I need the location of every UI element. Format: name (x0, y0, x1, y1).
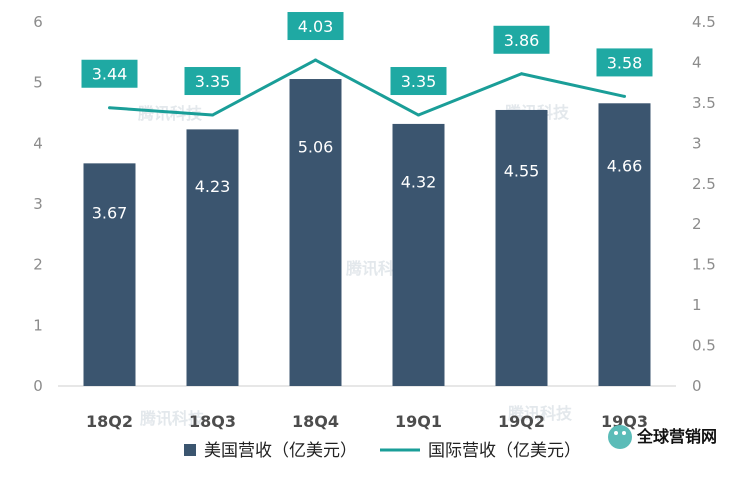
line-value-label-19Q3: 3.58 (607, 53, 643, 72)
y-left-tick-label-3: 3 (33, 195, 43, 213)
bar-18Q2 (83, 163, 136, 386)
category-label-19Q3: 19Q3 (601, 412, 648, 431)
category-label-19Q2: 19Q2 (498, 412, 545, 431)
bar-19Q2 (495, 109, 548, 386)
bar-18Q3 (186, 129, 239, 386)
line-label-box-18Q4 (287, 12, 344, 41)
y-right-tick-label-8: 4 (692, 53, 702, 71)
legend-line-label: 国际营收（亿美元） (428, 441, 581, 461)
international-revenue-line (109, 58, 625, 117)
line-label-box-19Q3 (596, 48, 653, 77)
legend-bar-label: 美国营收（亿美元） (204, 441, 357, 461)
y-right-tick-label-1: 0.5 (692, 337, 716, 355)
y-right-tick-label-9: 4.5 (692, 13, 716, 31)
y-right-tick-label-4: 2 (692, 215, 702, 233)
line-label-box-18Q3 (184, 67, 241, 96)
brand-logo-eye-left-icon (614, 431, 618, 435)
line-point-18Q4 (314, 58, 317, 62)
brand-label: 全球营销网 (636, 427, 717, 446)
watermark-text-4: 腾讯科技 (508, 404, 573, 423)
y-right-tick-label-2: 1 (692, 296, 702, 314)
line-label-box-18Q2 (81, 59, 138, 88)
bar-value-label-18Q2: 3.67 (92, 203, 128, 222)
line-label-box-19Q1 (390, 67, 447, 96)
bar-19Q1 (392, 123, 445, 387)
line-value-label-18Q2: 3.44 (92, 65, 128, 84)
line-label-box-19Q2 (493, 25, 550, 54)
bar-value-label-19Q2: 4.55 (504, 162, 540, 181)
category-label-19Q1: 19Q1 (395, 412, 442, 431)
bar-18Q4 (289, 79, 342, 386)
chart-plot: 0 1 2 3 4 5 6 0 0.5 1 1.5 2 2.5 3 3.5 4 4.5 3.67 18Q2 4.23 1… (33, 12, 716, 431)
line-value-label-19Q1: 3.35 (401, 72, 437, 91)
category-label-18Q4: 18Q4 (292, 412, 339, 431)
brand-overlay: 全球营销网 (608, 425, 717, 449)
legend: 美国营收（亿美元） 国际营收（亿美元） (184, 441, 581, 461)
y-left-tick-label-2: 2 (33, 256, 43, 274)
bar-value-label-19Q1: 4.32 (401, 173, 437, 192)
brand-logo-eye-right-icon (622, 431, 626, 435)
line-value-label-19Q2: 3.86 (504, 31, 540, 50)
brand-logo-icon (608, 425, 632, 449)
line-value-label-18Q4: 4.03 (298, 17, 334, 36)
watermark-text-5: 腾讯科技 (140, 409, 205, 428)
line-point-18Q2 (108, 106, 111, 110)
bar-value-label-18Q4: 5.06 (298, 138, 334, 157)
line-point-19Q2 (520, 72, 523, 76)
line-point-18Q3 (211, 113, 214, 117)
y-right-tick-label-5: 2.5 (692, 175, 716, 193)
bar-19Q3 (598, 103, 651, 386)
category-label-18Q3: 18Q3 (189, 412, 236, 431)
y-left-tick-label-6: 6 (33, 13, 43, 31)
line-point-19Q3 (623, 94, 626, 98)
y-right-tick-label-3: 1.5 (692, 256, 716, 274)
line-point-19Q1 (417, 113, 420, 117)
y-left-tick-label-5: 5 (33, 74, 43, 92)
bar-value-label-19Q3: 4.66 (607, 156, 643, 175)
bar-value-label-18Q3: 4.23 (195, 177, 231, 196)
line-value-label-18Q3: 3.35 (195, 72, 231, 91)
legend-bar-swatch (184, 444, 196, 456)
y-left-tick-label-0: 0 (33, 377, 43, 395)
y-right-tick-label-6: 3 (692, 134, 702, 152)
y-left-tick-label-4: 4 (33, 134, 43, 152)
y-right-tick-label-7: 3.5 (692, 94, 716, 112)
y-right-tick-label-0: 0 (692, 377, 702, 395)
y-left-tick-label-1: 1 (33, 316, 43, 334)
category-label-18Q2: 18Q2 (86, 412, 133, 431)
